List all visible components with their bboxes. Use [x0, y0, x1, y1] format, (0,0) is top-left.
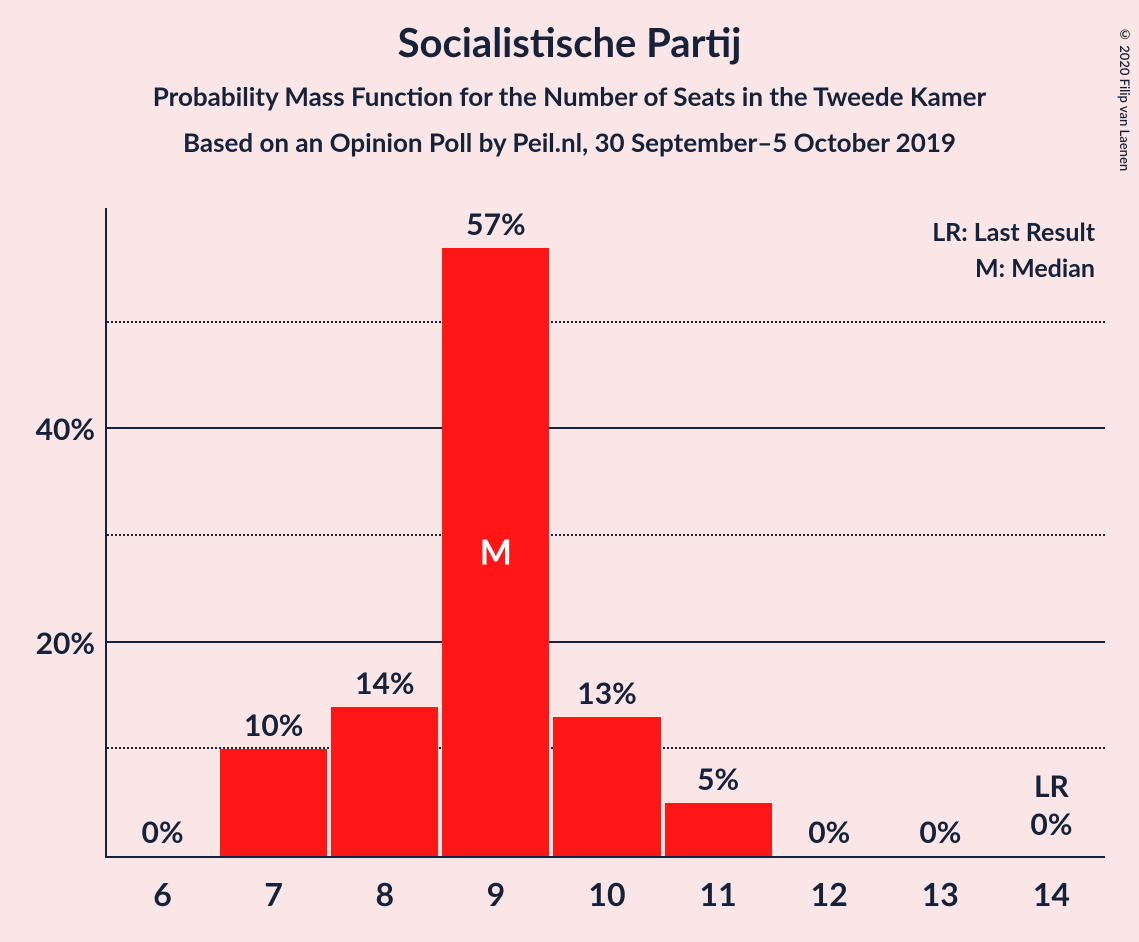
x-axis-label: 10	[588, 856, 625, 913]
bar-value-label: 13%	[577, 675, 636, 711]
bar-value-label: 0%	[919, 814, 961, 850]
x-axis-label: 13	[922, 856, 959, 913]
x-axis-label: 11	[700, 856, 737, 913]
x-axis-label: 12	[811, 856, 848, 913]
bar-slot: 0%6	[107, 208, 218, 856]
bar-value-label: 0%	[142, 814, 184, 850]
bar-slot: 0%12	[774, 208, 885, 856]
bar-value-label: 14%	[355, 665, 414, 701]
chart-title: Socialistische Partij	[0, 18, 1139, 66]
bar-slot: 14%8	[329, 208, 440, 856]
bar-value-label: 57%	[466, 206, 525, 242]
x-axis-label: 7	[264, 856, 283, 913]
copyright-note: © 2020 Filip van Laenen	[1117, 26, 1133, 171]
bar-slot: 0%LR14	[996, 208, 1107, 856]
plot-region: LR: Last Result M: Median 20%40%0%610%71…	[105, 208, 1105, 858]
x-axis-label: 14	[1033, 856, 1070, 913]
bar-slot: 13%10	[551, 208, 662, 856]
bar-slot: 10%7	[218, 208, 329, 856]
bar-value-label: 0%	[808, 814, 850, 850]
bar-slot: 5%11	[663, 208, 774, 856]
chart-subtitle-1: Probability Mass Function for the Number…	[0, 80, 1139, 112]
bar-slot: 0%13	[885, 208, 996, 856]
median-mark: M	[480, 532, 512, 573]
bar-slot: 57%M9	[440, 208, 551, 856]
x-axis-label: 8	[375, 856, 394, 913]
bar-value-label: 5%	[697, 761, 739, 797]
chart-area: LR: Last Result M: Median 20%40%0%610%71…	[0, 208, 1139, 942]
bar-value-label: 0%	[1030, 806, 1072, 842]
lr-mark: LR	[1034, 768, 1069, 804]
x-axis-label: 9	[487, 856, 506, 913]
bar	[665, 803, 772, 856]
y-axis-label: 40%	[36, 411, 107, 447]
y-axis-label: 20%	[36, 625, 107, 661]
chart-subtitle-2: Based on an Opinion Poll by Peil.nl, 30 …	[0, 126, 1139, 158]
bar	[220, 749, 327, 856]
bar-value-label: 10%	[244, 707, 303, 743]
bar	[331, 707, 438, 856]
bar	[553, 717, 660, 856]
x-axis-label: 6	[153, 856, 172, 913]
